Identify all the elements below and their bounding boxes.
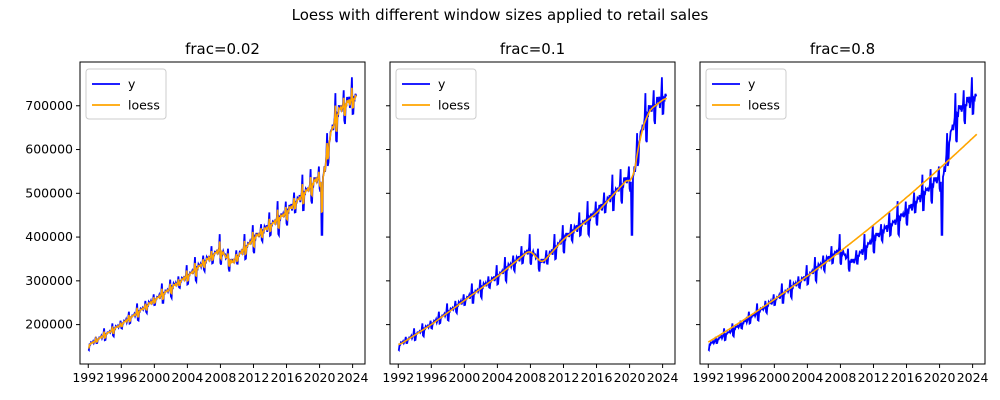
y-tick-label: 400000 [25, 229, 73, 244]
panel-title: frac=0.02 [185, 40, 260, 58]
x-tick-label: 2008 [205, 370, 237, 385]
legend: y loess [395, 68, 477, 120]
x-tick-label: 2020 [924, 370, 956, 385]
legend-box [705, 68, 787, 120]
panel-title: frac=0.1 [500, 40, 565, 58]
plot-frame [699, 61, 986, 365]
panel-3: frac=0.8 1992 1996 2000 2004 2008 2012 2016 2020… [692, 40, 988, 385]
y-tick-label: 300000 [25, 273, 73, 288]
legend-label-loess: loess [128, 98, 160, 113]
y-tick-label: 200000 [25, 317, 73, 332]
series-line-loess [707, 133, 978, 343]
x-tick-label: 2012 [548, 370, 580, 385]
x-tick-label: 2008 [515, 370, 547, 385]
x-tick-label: 2012 [858, 370, 890, 385]
plot-frame [79, 61, 366, 365]
legend-label-y: y [438, 77, 446, 92]
x-tick-label: 1992 [382, 370, 414, 385]
x-tick-label: 2000 [138, 370, 170, 385]
x-tick-label: 2004 [171, 370, 203, 385]
plot-frame [389, 61, 676, 365]
legend-label-loess: loess [438, 98, 470, 113]
series-line-loess [398, 97, 668, 346]
x-tick-label: 2008 [825, 370, 857, 385]
x-tick-label: 2000 [448, 370, 480, 385]
x-tick-label: 2020 [614, 370, 646, 385]
x-tick-label: 2016 [891, 370, 923, 385]
x-tick-label: 2016 [581, 370, 613, 385]
x-tick-label: 1992 [692, 370, 724, 385]
series-line-loess [88, 87, 357, 349]
x-tick-label: 1996 [415, 370, 447, 385]
legend-box [395, 68, 477, 120]
y-tick-label: 500000 [25, 185, 73, 200]
legend-box [85, 68, 167, 120]
y-tick-label: 700000 [25, 98, 73, 113]
x-tick-label: 1992 [72, 370, 104, 385]
x-tick-label: 2000 [758, 370, 790, 385]
legend-label-y: y [128, 77, 136, 92]
figure-title: Loess with different window sizes applie… [292, 6, 709, 24]
x-tick-label: 2020 [304, 370, 336, 385]
x-tick-label: 2016 [271, 370, 303, 385]
legend-label-loess: loess [748, 98, 780, 113]
series-line-y [707, 77, 978, 352]
panel-title: frac=0.8 [810, 40, 875, 58]
x-tick-label: 1996 [725, 370, 757, 385]
x-tick-label: 2004 [791, 370, 823, 385]
x-tick-label: 2012 [238, 370, 270, 385]
y-tick-label: 600000 [25, 142, 73, 157]
x-tick-label: 2004 [481, 370, 513, 385]
legend: y loess [705, 68, 787, 120]
panel-2: frac=0.1 1992 1996 2000 2004 2008 2012 2016 2020… [382, 40, 678, 385]
x-tick-label: 1996 [105, 370, 137, 385]
legend: y loess [85, 68, 167, 120]
legend-label-y: y [748, 77, 756, 92]
x-tick-label: 2024 [957, 370, 989, 385]
x-tick-label: 2024 [337, 370, 369, 385]
x-tick-label: 2024 [647, 370, 679, 385]
